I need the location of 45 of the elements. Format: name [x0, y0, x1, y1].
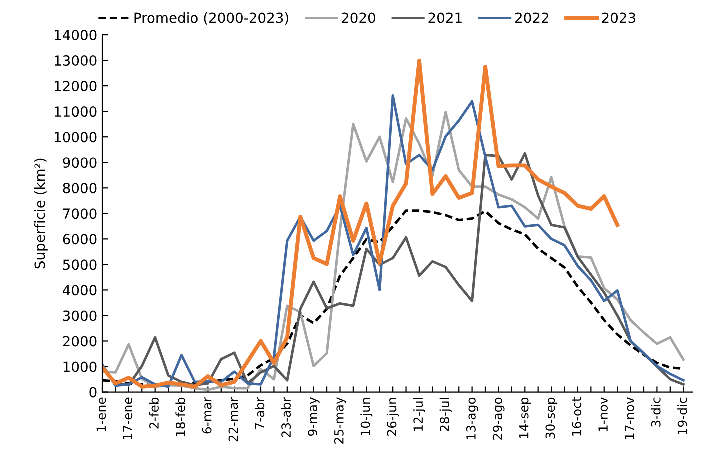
x-tick-label: 17-ene [123, 398, 133, 440]
y-tick-label: 4000 [62, 285, 97, 296]
x-tick-label: 9-may [308, 398, 320, 436]
y-tick-label: 0 [90, 387, 97, 398]
y-tick-label: 3000 [63, 310, 97, 322]
y-tick-label: 6000 [63, 234, 97, 245]
y-tick-label: 5000 [63, 260, 97, 270]
y-tick-label: 8000 [63, 183, 97, 194]
legend-label: 2021 [428, 12, 462, 24]
x-tick-label: 10-jun [360, 398, 373, 436]
x-tick-label: 28-jul [440, 398, 452, 432]
x-tick-label: 22-mar [228, 397, 238, 442]
x-tick-label: 13-ago [466, 398, 478, 440]
x-tick-label: 17-nov [625, 398, 634, 440]
x-tick-label: 6-mar [202, 397, 212, 434]
legend-label: Promedio (2000-2023) [134, 12, 288, 25]
x-tick-label: 29-ago [492, 398, 505, 440]
x-tick-label: 3-dic [651, 398, 661, 427]
x-tick-label: 1-nov [598, 398, 608, 432]
x-tick-label: 23-abr [281, 397, 292, 438]
x-tick-label: 2-feb [149, 398, 159, 429]
x-tick-label: 14-sep [519, 398, 532, 438]
legend-label: 2022 [516, 12, 548, 24]
y-tick-label: 1000 [64, 362, 97, 372]
y-tick-label: 13000 [54, 56, 97, 66]
y-tick-label: 14000 [54, 30, 97, 40]
x-tick-label: 26-jun [387, 398, 400, 436]
x-tick-label: 1-ene [96, 398, 106, 432]
y-tick-label: 11000 [54, 106, 97, 118]
y-tick-label: 2000 [63, 336, 97, 347]
y-tick-label: 12000 [54, 81, 97, 92]
y-axis-title: Superficie (km²) [34, 158, 48, 269]
x-tick-label: 7-abr [254, 397, 265, 430]
legend-label: 2020 [342, 12, 376, 24]
x-tick-label: 12-jul [413, 398, 426, 432]
x-tick-label: 16-oct [572, 397, 582, 436]
x-tick-label: 19-dic [678, 398, 688, 434]
y-tick-label: 9000 [63, 158, 97, 168]
legend-label: 2023 [602, 12, 636, 24]
y-tick-label: 7000 [63, 208, 97, 220]
x-tick-label: 18-feb [176, 398, 186, 436]
x-tick-label: 30-sep [546, 398, 558, 439]
x-tick-label: 25-may [334, 398, 346, 444]
line-series [102, 58, 620, 389]
y-tick-label: 10000 [54, 132, 97, 143]
